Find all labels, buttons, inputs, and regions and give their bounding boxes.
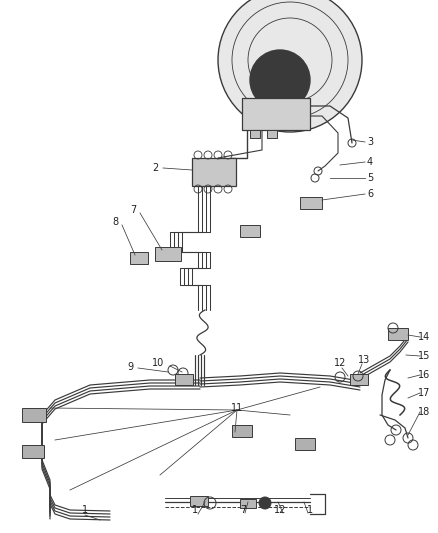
Bar bbox=[350, 374, 368, 385]
Bar bbox=[130, 252, 148, 264]
Bar bbox=[250, 130, 260, 138]
Text: 14: 14 bbox=[418, 332, 430, 342]
Circle shape bbox=[266, 51, 294, 79]
Bar bbox=[175, 374, 193, 385]
Text: 7: 7 bbox=[240, 505, 246, 515]
Bar bbox=[22, 445, 44, 458]
Text: 2: 2 bbox=[152, 163, 158, 173]
Bar bbox=[242, 98, 310, 130]
Bar bbox=[388, 328, 408, 340]
Text: 7: 7 bbox=[130, 205, 136, 215]
Bar bbox=[267, 130, 277, 138]
Bar bbox=[22, 408, 46, 422]
Bar bbox=[300, 197, 322, 209]
Text: 8: 8 bbox=[112, 217, 118, 227]
Text: 1: 1 bbox=[192, 505, 198, 515]
Circle shape bbox=[250, 50, 310, 110]
Text: 12: 12 bbox=[274, 505, 286, 515]
Bar bbox=[240, 225, 260, 237]
Bar bbox=[240, 499, 256, 508]
Bar bbox=[155, 247, 181, 261]
Text: 12: 12 bbox=[334, 358, 346, 368]
Circle shape bbox=[258, 58, 302, 102]
Text: 11: 11 bbox=[231, 403, 243, 413]
Text: 6: 6 bbox=[367, 189, 373, 199]
Text: 5: 5 bbox=[367, 173, 373, 183]
Text: 9: 9 bbox=[127, 362, 133, 372]
Bar bbox=[295, 438, 315, 450]
Circle shape bbox=[218, 0, 362, 132]
Text: 10: 10 bbox=[152, 358, 164, 368]
Text: 13: 13 bbox=[358, 355, 370, 365]
Text: 17: 17 bbox=[418, 388, 430, 398]
Circle shape bbox=[259, 497, 271, 509]
Text: 18: 18 bbox=[418, 407, 430, 417]
Bar bbox=[190, 496, 208, 506]
Text: 4: 4 bbox=[367, 157, 373, 167]
Bar bbox=[192, 158, 236, 186]
Bar bbox=[232, 425, 252, 437]
Text: 3: 3 bbox=[367, 137, 373, 147]
Text: 16: 16 bbox=[418, 370, 430, 380]
Text: 15: 15 bbox=[418, 351, 430, 361]
Text: 1: 1 bbox=[307, 505, 313, 515]
Text: 1: 1 bbox=[82, 505, 88, 515]
